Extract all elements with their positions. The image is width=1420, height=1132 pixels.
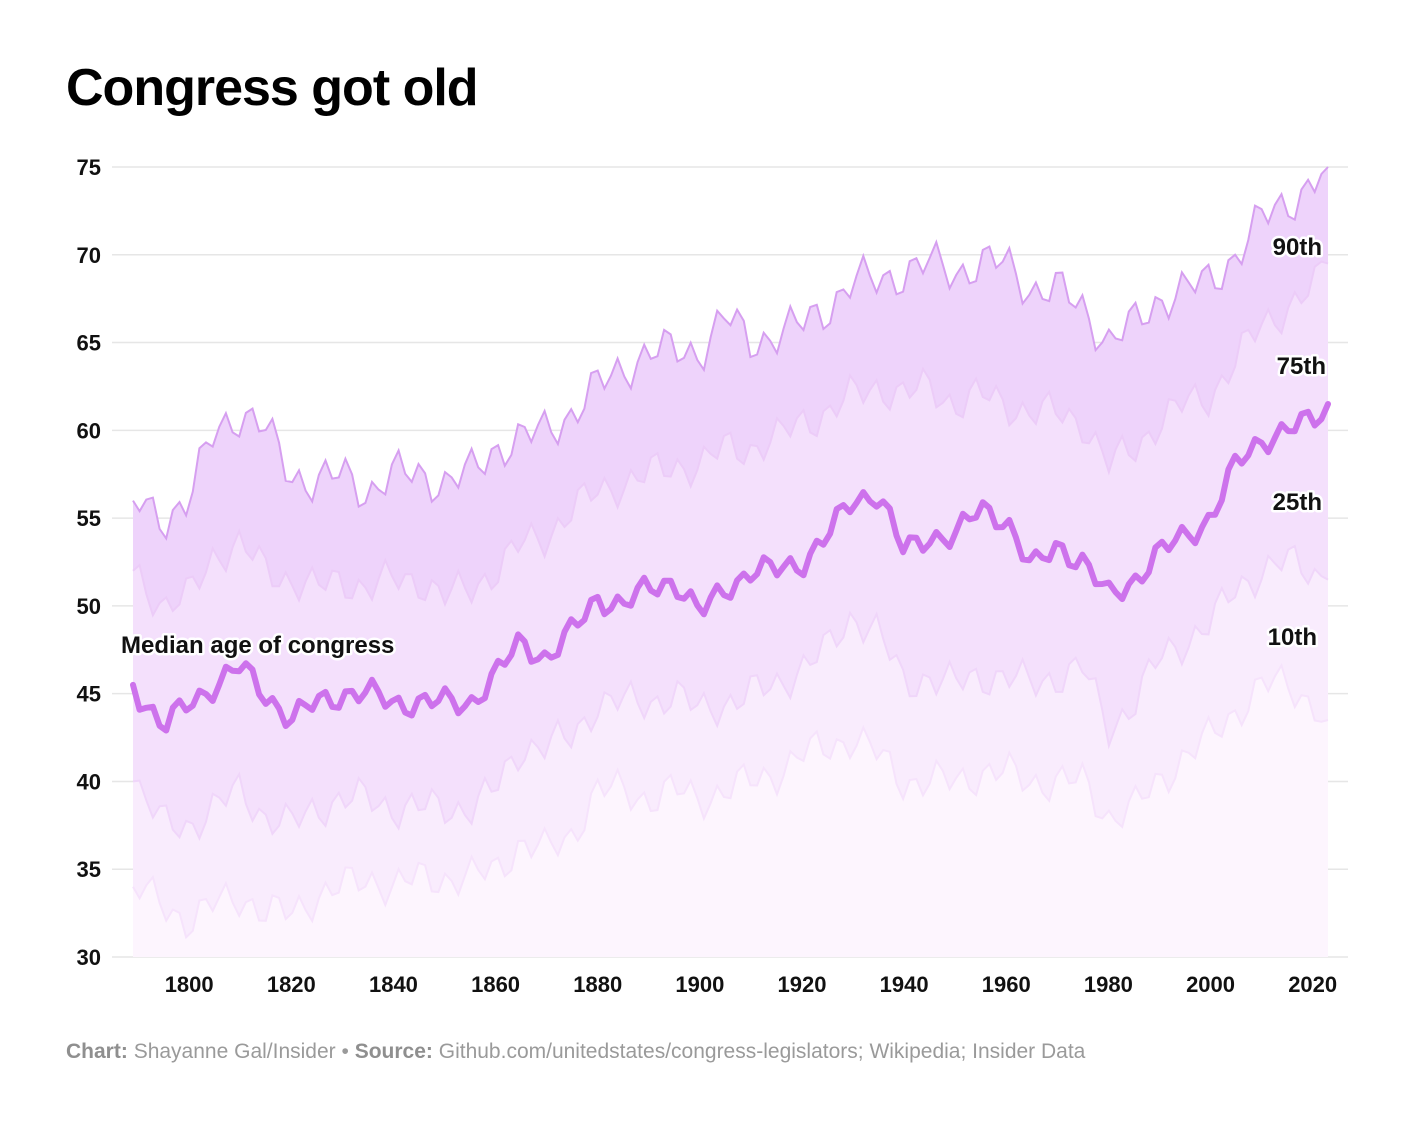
band-25-75 — [133, 261, 1328, 839]
footer-separator: • — [341, 1040, 349, 1063]
y-tick-30: 30 — [77, 945, 101, 970]
x-tick-1920: 1920 — [778, 972, 827, 997]
y-tick-55: 55 — [77, 506, 101, 531]
source-prefix: Source: — [354, 1040, 433, 1063]
series-line-25th — [132, 544, 1329, 841]
chart: 30 35 40 45 50 55 60 65 70 75 1800 1820 1840 1860 188… — [77, 155, 1348, 997]
x-tick-1860: 1860 — [471, 972, 520, 997]
series-labels: Median age of congress 90th 75th 25th 10… — [119, 232, 1329, 662]
label-25th: 25th — [1273, 489, 1322, 516]
chart-footer: Chart: Shayanne Gal/Insider • Source: Gi… — [66, 1040, 1085, 1064]
y-tick-45: 45 — [77, 682, 101, 707]
band-10-25 — [133, 546, 1328, 938]
band-below-10 — [133, 665, 1328, 957]
series-line-median — [130, 401, 1331, 734]
x-tick-1960: 1960 — [982, 972, 1031, 997]
y-tick-65: 65 — [77, 331, 101, 356]
percentile-bands — [133, 167, 1328, 957]
y-tick-40: 40 — [77, 769, 101, 794]
y-axis-ticks: 30 35 40 45 50 55 60 65 70 75 — [77, 155, 101, 970]
source-text: Github.com/unitedstates/congress-legisla… — [438, 1040, 1086, 1063]
series-line-90th — [132, 166, 1329, 541]
chart-credit: Shayanne Gal/Insider — [133, 1040, 336, 1063]
x-tick-1820: 1820 — [267, 972, 316, 997]
label-90th: 90th — [1273, 234, 1322, 261]
median-label: Median age of congress — [121, 632, 394, 659]
x-tick-1880: 1880 — [573, 972, 622, 997]
y-tick-60: 60 — [77, 418, 101, 443]
x-tick-1900: 1900 — [675, 972, 724, 997]
chart-credit-prefix: Chart: — [66, 1040, 128, 1063]
x-tick-1940: 1940 — [880, 972, 929, 997]
x-tick-2020: 2020 — [1288, 972, 1337, 997]
chart-title: Congress got old — [66, 59, 479, 117]
series-lines — [130, 166, 1331, 940]
band-75-90 — [133, 167, 1328, 616]
y-tick-50: 50 — [77, 594, 101, 619]
y-tick-75: 75 — [77, 155, 101, 180]
x-tick-2000: 2000 — [1186, 972, 1235, 997]
x-tick-1980: 1980 — [1084, 972, 1133, 997]
x-axis-ticks: 1800 1820 1840 1860 1880 1900 1920 1940 1960 1980… — [165, 972, 1337, 997]
label-75th: 75th — [1277, 353, 1326, 380]
y-tick-35: 35 — [77, 857, 101, 882]
y-tick-70: 70 — [77, 243, 101, 268]
x-tick-1800: 1800 — [165, 972, 214, 997]
series-line-10th — [132, 662, 1329, 940]
x-tick-1840: 1840 — [369, 972, 418, 997]
series-line-75th — [132, 260, 1329, 618]
label-10th: 10th — [1268, 624, 1317, 651]
